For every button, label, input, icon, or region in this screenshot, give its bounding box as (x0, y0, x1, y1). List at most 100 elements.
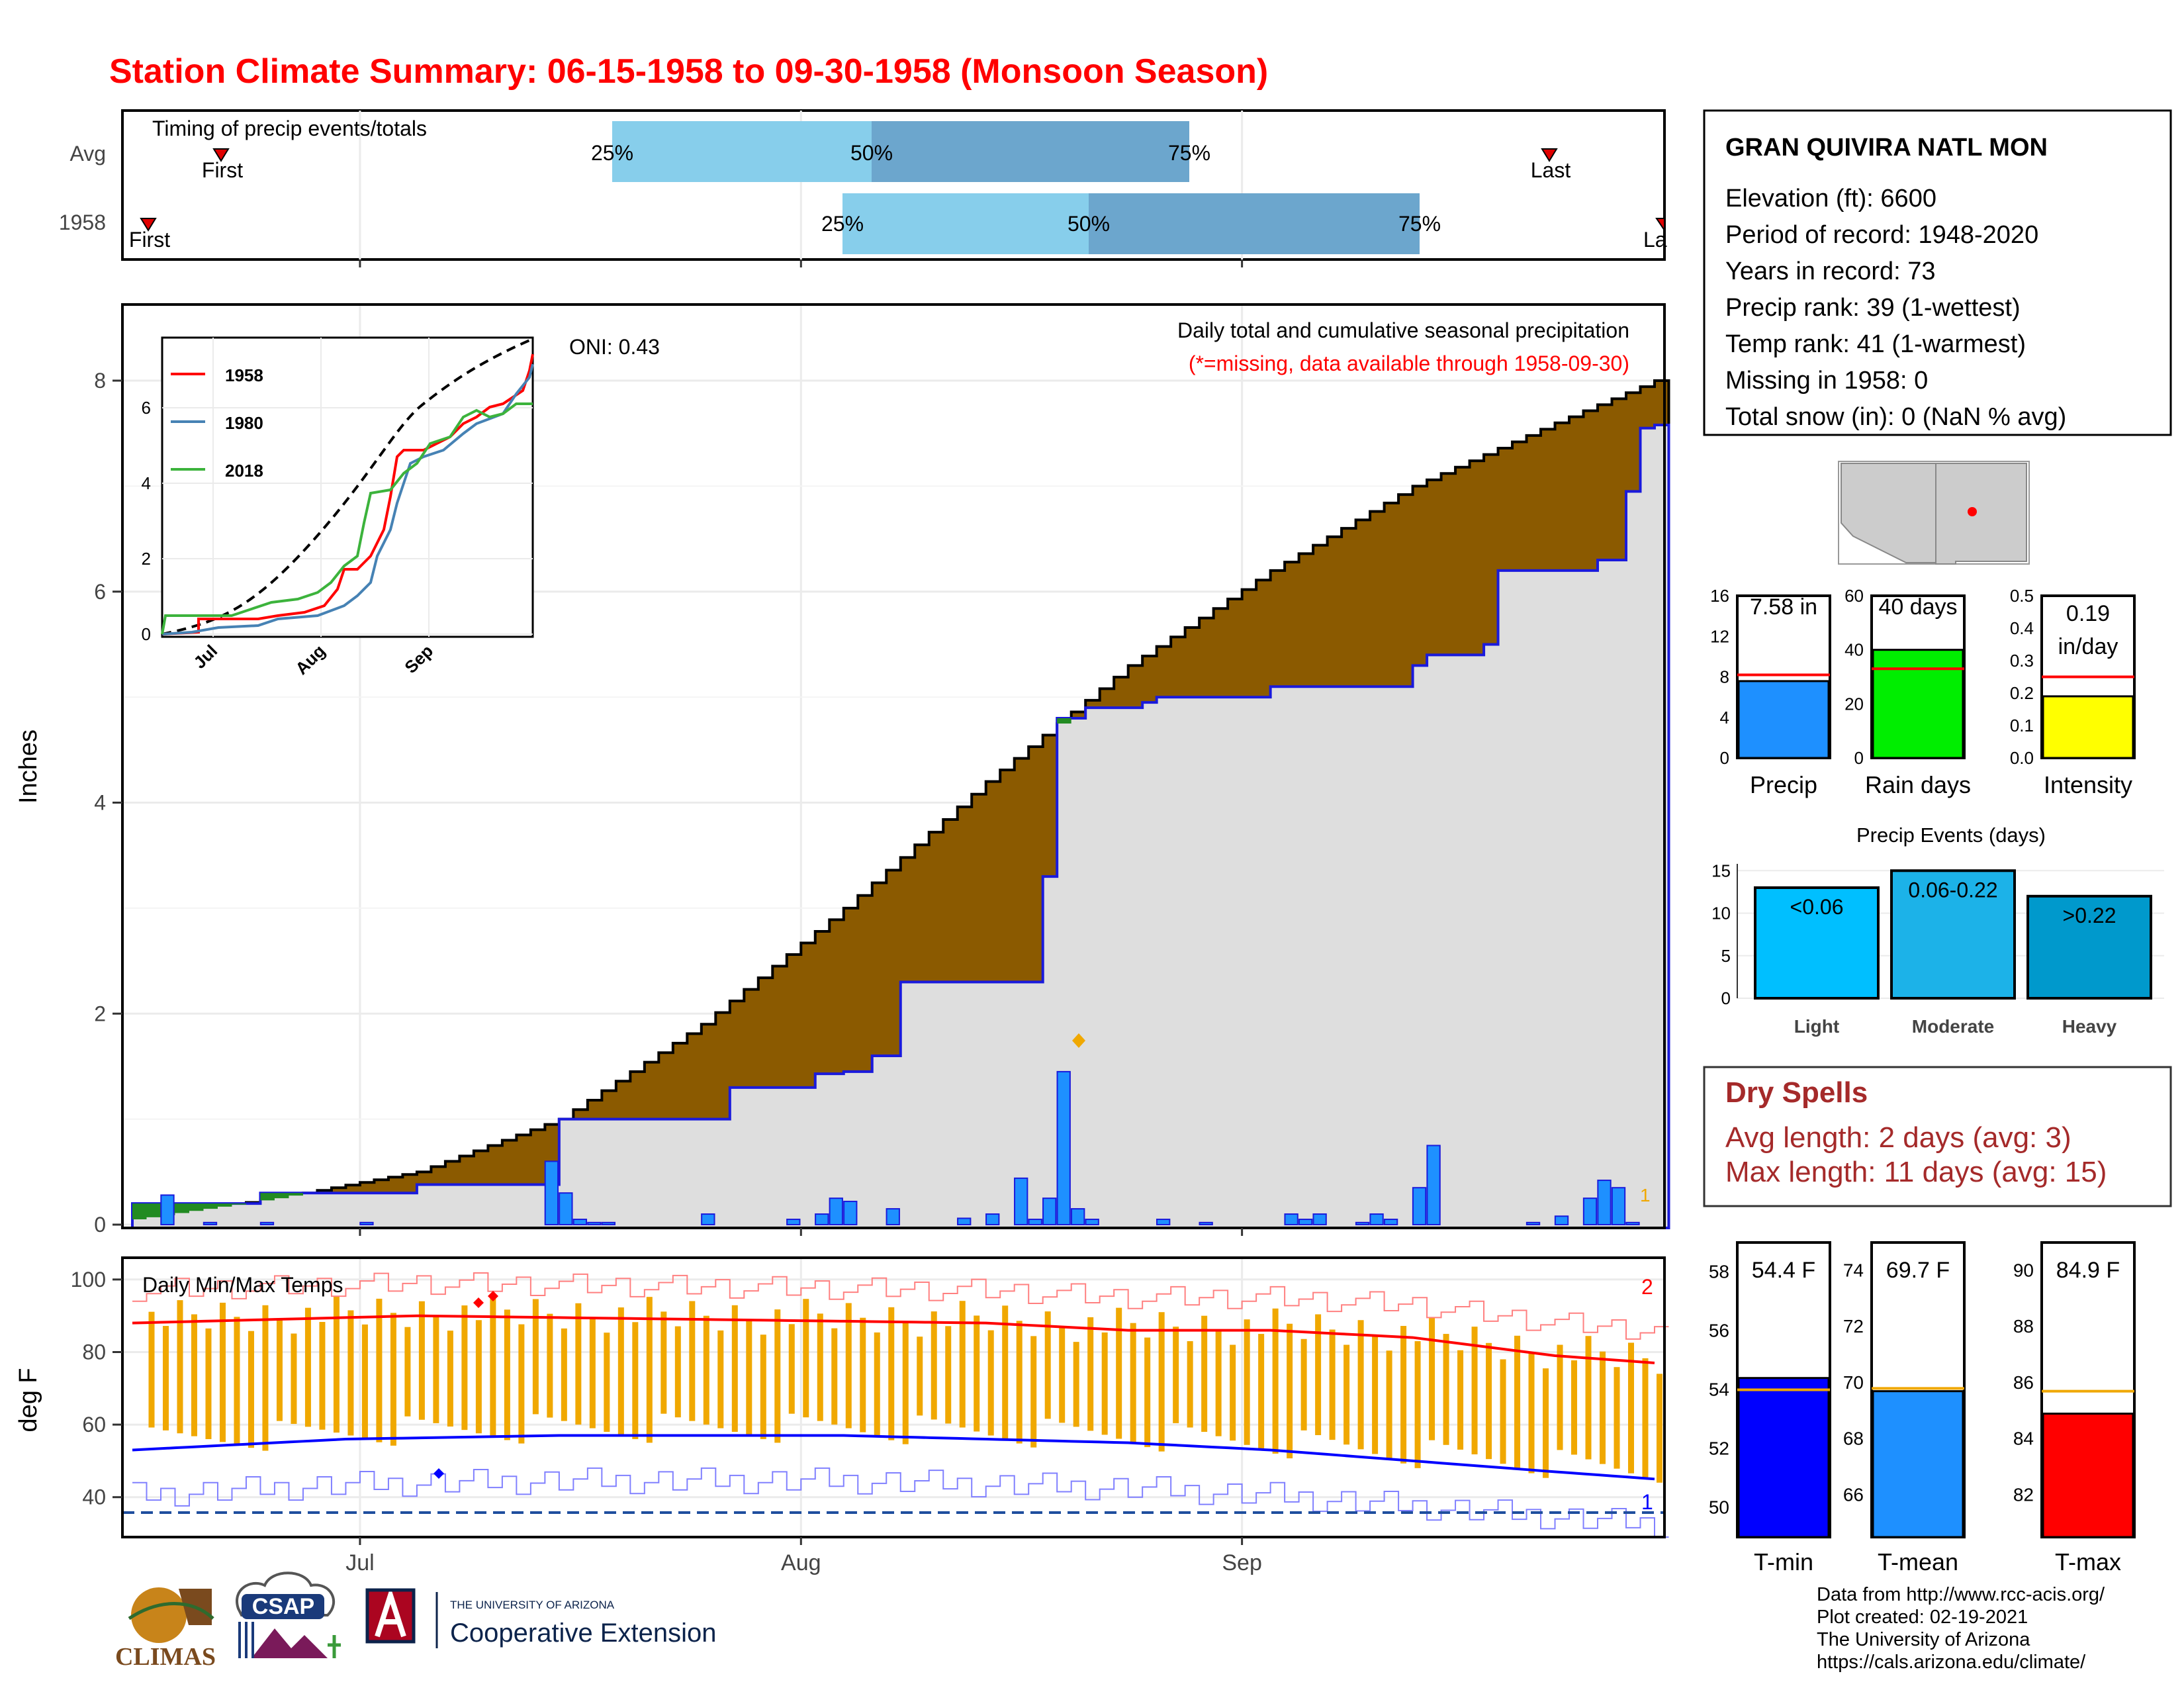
temp-summary-value: 69.7 F (1886, 1258, 1950, 1283)
ua-logo: THE UNIVERSITY OF ARIZONA Cooperative Ex… (365, 1586, 716, 1648)
record-max-marker-icon (473, 1297, 484, 1308)
daily-precip-bar (1426, 1145, 1441, 1225)
inset-grid (162, 338, 533, 637)
climas-emblem-icon (131, 1587, 187, 1643)
temp-range-bar (1471, 1327, 1478, 1455)
temp-range-bar (532, 1299, 539, 1415)
temp-ytick-label: 60 (82, 1413, 106, 1436)
station-location-icon (1968, 507, 1977, 516)
avg-p75-label: 75% (1168, 141, 1210, 165)
precip-ytick-label: 2 (94, 1002, 106, 1025)
temp-range-bar (1287, 1323, 1293, 1459)
station-name: GRAN QUIVIRA NATL MON (1725, 134, 2048, 162)
temp-range-bar (418, 1301, 425, 1420)
summary-label: Intensity (2044, 771, 2132, 798)
daily-precip-bar (259, 1221, 275, 1225)
temp-range-bars (148, 1295, 1662, 1483)
csap-mountain-icon (251, 1628, 328, 1658)
record-max-count: 2 (1641, 1275, 1653, 1299)
temp-ytick-label: 100 (71, 1268, 106, 1291)
year-p50-label: 50% (1068, 212, 1110, 236)
temp-range-bar (632, 1322, 639, 1440)
station-line: Total snow (in): 0 (NaN % avg) (1725, 403, 2066, 431)
temp-summary-bar (1872, 1390, 1964, 1538)
temp-range-bar (1002, 1305, 1009, 1440)
temp-range-bar (248, 1331, 254, 1448)
temp-summary-ytick-label: 68 (1843, 1429, 1864, 1449)
avg-min-line (132, 1434, 1655, 1481)
temp-summary-ytick-label: 58 (1709, 1262, 1729, 1282)
summary-ytick-label: 8 (1720, 667, 1729, 687)
precip-events-chart: Precip Events (days) 0 5 10 15 <0.06 Light 0.0… (1704, 816, 2171, 1051)
temp-summary-t-mean: 69.7 F 66 68 70 72 74 T-mean (1843, 1241, 1966, 1575)
temp-summary-value: 84.9 F (2056, 1258, 2120, 1283)
temp-range-bar (589, 1317, 596, 1429)
summary-ytick-label: 20 (1844, 694, 1864, 714)
dry-spells-box: Dry Spells Avg length: 2 days (avg: 3) M… (1703, 1066, 2172, 1207)
daily-precip-bars (160, 1070, 1640, 1225)
climas-logo: CLIMAS (115, 1587, 216, 1671)
temp-range-bar (319, 1322, 326, 1430)
events-category-label: Heavy (2062, 1016, 2117, 1037)
temp-summary-ytick-label: 50 (1709, 1497, 1729, 1518)
temp-range-bar (617, 1307, 624, 1436)
temp-range-bar (1059, 1327, 1066, 1423)
temp-range-bar (390, 1313, 396, 1446)
temp-xtick-label: Jul (345, 1550, 374, 1575)
footer-line: Plot created: 02-19-2021 (1817, 1607, 2028, 1628)
temp-range-bar (1528, 1352, 1535, 1474)
daily-precip-bar (587, 1221, 602, 1225)
summary-ytick-label: 4 (1720, 708, 1729, 727)
station-info: GRAN QUIVIRA NATL MON Elevation (ft): 66… (1703, 109, 2172, 436)
record-min-marker-icon (433, 1468, 444, 1479)
temp-summary-ytick-label: 54 (1709, 1380, 1729, 1400)
temp-xtick-label: Sep (1222, 1550, 1262, 1575)
temp-range-bar (575, 1303, 582, 1425)
timing-label: Timing of precip events/totals (152, 117, 427, 140)
summary-label: Precip (1750, 771, 1817, 798)
station-frame (1703, 109, 2172, 436)
temp-range-bar (788, 1324, 795, 1414)
avg-last-marker-icon (1541, 148, 1558, 162)
daily-precip-bar (1014, 1177, 1028, 1225)
summary-bar-chart-rain-days: 40 days 0 20 40 60 Rain days (1844, 586, 1971, 798)
daily-precip-bar (1355, 1221, 1370, 1225)
temp-summary-ytick-label: 56 (1709, 1321, 1729, 1341)
dry-spells-avg: Avg length: 2 days (avg: 3) (1725, 1121, 2071, 1154)
legend-1958: 1958 (225, 365, 263, 385)
temp-range-bar (1557, 1344, 1563, 1450)
temp-range-bar (404, 1327, 411, 1417)
temp-summary-t-min: 54.4 F 50 52 54 56 58 T-min (1709, 1241, 1831, 1575)
temp-range-bar (276, 1319, 283, 1421)
temp-range-bar (717, 1330, 724, 1429)
temp-range-bar (234, 1317, 240, 1445)
daily-precip-bar (1085, 1219, 1099, 1225)
temp-range-bar (902, 1322, 909, 1444)
temp-range-bar (461, 1305, 468, 1430)
daily-precip-bar (1611, 1187, 1626, 1225)
temp-range-bar (547, 1313, 553, 1418)
temp-range-bar (845, 1303, 852, 1429)
temp-range-bar (219, 1302, 226, 1442)
legend-2018: 2018 (225, 461, 263, 481)
avg-p50-label: 50% (850, 141, 893, 165)
summary-ytick-label: 0.3 (2010, 651, 2034, 671)
csap-cactus-icon (328, 1635, 341, 1658)
events-ytick-label: 5 (1721, 946, 1731, 966)
temp-range-bar (1657, 1374, 1662, 1483)
footer-line: The University of Arizona (1817, 1629, 2030, 1650)
temp-summary-ytick-label: 90 (2013, 1260, 2034, 1280)
temp-range-bar (1386, 1350, 1392, 1459)
temp-range-bar (1585, 1336, 1592, 1460)
temp-summary-ytick-label: 86 (2013, 1372, 2034, 1393)
temp-range-bar (347, 1310, 354, 1436)
year-25-50-bar (842, 193, 1089, 254)
events-ytick-label: 15 (1711, 861, 1731, 880)
year-last-label: La (1643, 228, 1667, 252)
precip-caption: Daily total and cumulative seasonal prec… (1177, 318, 1629, 342)
temp-range-bar (177, 1300, 183, 1434)
temp-range-bar (1500, 1359, 1506, 1464)
daily-precip-bar (1625, 1221, 1640, 1225)
timing-row-avg: Avg (69, 142, 106, 165)
temp-range-bar (1258, 1334, 1265, 1450)
